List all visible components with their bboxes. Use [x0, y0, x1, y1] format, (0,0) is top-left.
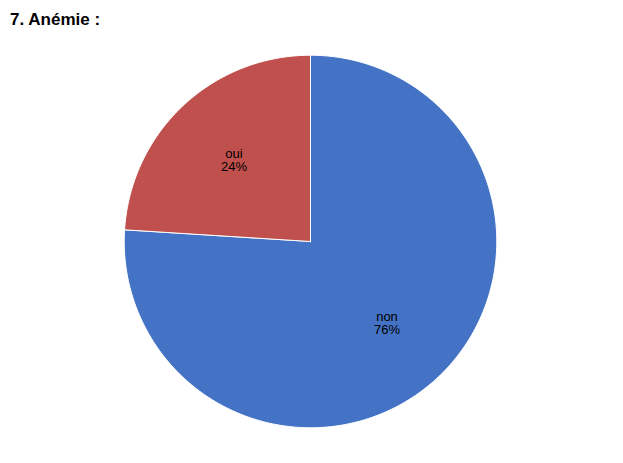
svg-text:non76%: non76% — [374, 309, 400, 337]
html-text:7. Anémie :: 7. Anémie : — [10, 10, 101, 29]
svg-text:oui24%: oui24% — [221, 146, 247, 174]
